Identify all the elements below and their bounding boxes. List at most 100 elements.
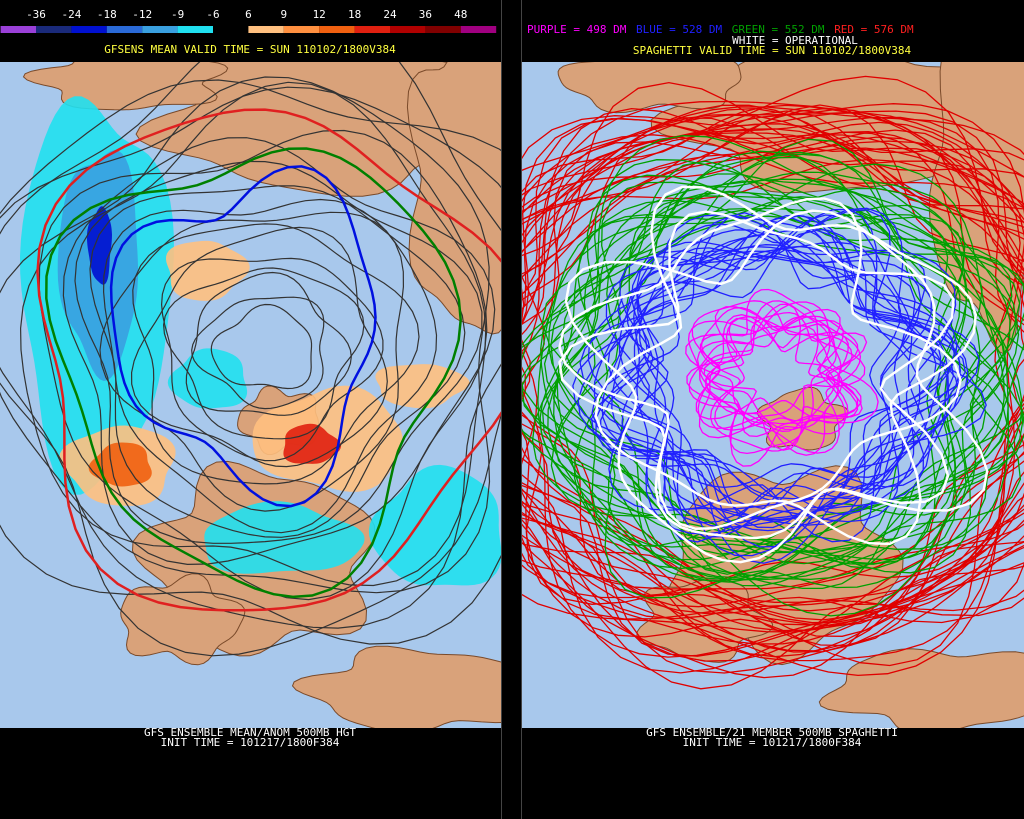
- member-contour: [638, 233, 969, 535]
- color-swatch: [177, 26, 213, 33]
- member-contour: [600, 209, 955, 529]
- colorbar-label: -12: [132, 8, 152, 21]
- height-contour: [74, 160, 483, 544]
- right-map: [522, 62, 1024, 728]
- member-contour: [522, 191, 1024, 581]
- member-contour: [636, 214, 931, 524]
- member-contour: [695, 307, 841, 422]
- member-contour: [699, 300, 847, 435]
- height-contour: [130, 226, 388, 468]
- member-contour: [696, 316, 862, 454]
- member-contour: [522, 134, 1024, 662]
- land: [406, 62, 501, 335]
- member-contour: [522, 107, 1024, 677]
- anomaly: [166, 240, 250, 301]
- member-contour: [522, 116, 1024, 620]
- legend-entry: GREEN = 552 DM: [732, 23, 825, 36]
- colorbar-label: -6: [206, 8, 219, 21]
- color-swatch: [390, 26, 426, 33]
- member-contour: [688, 303, 843, 467]
- member-contour: [593, 212, 916, 543]
- land: [291, 645, 501, 728]
- color-swatch: [36, 26, 72, 33]
- color-swatch: [0, 26, 37, 33]
- colorbar-label: -24: [61, 8, 81, 21]
- member-contour: [522, 104, 1024, 658]
- member-contour: [577, 215, 961, 557]
- height-contour: [0, 62, 501, 645]
- right-footer: GFS ENSEMBLE/21 MEMBER 500MB SPAGHETTI: [646, 726, 898, 739]
- member-contour: [595, 229, 932, 503]
- anomaly: [88, 442, 152, 487]
- color-swatch: [248, 26, 284, 33]
- left-map: [0, 62, 501, 728]
- member-contour: [522, 112, 1024, 614]
- colorbar-label: 36: [419, 8, 432, 21]
- color-swatch: [354, 26, 390, 33]
- member-contour: [558, 197, 962, 531]
- right-footer: INIT TIME = 101217/1800F384: [683, 736, 862, 749]
- legend-entry: PURPLE = 498 DM: [527, 23, 627, 36]
- height-contour: [191, 296, 325, 410]
- color-swatch: [283, 26, 320, 33]
- left-header: GFSENS MEAN VALID TIME = SUN 110102/1800…: [104, 43, 396, 56]
- height-contour: [38, 129, 488, 601]
- member-contour: [522, 117, 1024, 624]
- member-contour: [633, 208, 921, 538]
- color-swatch: [213, 26, 249, 33]
- right-header: SPAGHETTI VALID TIME = SUN 110102/1800V3…: [633, 44, 912, 57]
- member-contour: [698, 314, 849, 456]
- colorbar-label: 6: [245, 8, 252, 21]
- member-contour: [626, 244, 958, 510]
- color-swatch: [319, 26, 355, 33]
- operational-label: WHITE = OPERATIONAL: [732, 34, 858, 47]
- member-contour: [522, 110, 1024, 662]
- member-contour: [619, 245, 904, 489]
- member-contour: [611, 217, 942, 548]
- height-contour: [89, 185, 466, 538]
- member-contour: [522, 159, 1017, 565]
- color-swatch: [71, 26, 107, 33]
- member-contour: [522, 107, 1024, 667]
- colorbar-label: -18: [97, 8, 117, 21]
- member-contour: [685, 288, 866, 432]
- contour-528: [109, 165, 377, 508]
- height-contour: [185, 271, 352, 416]
- colorbar-label: 12: [313, 8, 326, 21]
- color-swatch: [106, 26, 143, 33]
- contour-576: [36, 108, 501, 612]
- member-contour: [539, 199, 1024, 582]
- member-contour: [522, 107, 1024, 657]
- colorbar-label: 24: [383, 8, 397, 21]
- member-contour: [522, 81, 1024, 690]
- member-contour: [704, 306, 859, 424]
- member-contour: [537, 163, 1005, 617]
- colorbar-label: 48: [454, 8, 467, 21]
- colorbar-label: 9: [280, 8, 287, 21]
- height-contour: [0, 86, 501, 629]
- member-contour: [556, 150, 1010, 570]
- height-contour: [62, 137, 496, 566]
- colorbar-label: -36: [26, 8, 46, 21]
- legend-entry: BLUE = 528 DM: [636, 23, 722, 36]
- member-contour: [564, 209, 989, 564]
- anomaly: [368, 464, 501, 586]
- color-swatch: [460, 26, 497, 33]
- land: [818, 648, 1024, 728]
- member-contour: [522, 158, 1024, 653]
- left-footer: GFS ENSEMBLE MEAN/ANOM 500MB HGT: [144, 726, 356, 739]
- colorbar-label: -9: [171, 8, 184, 21]
- member-contour: [541, 171, 1024, 590]
- member-contour: [558, 210, 955, 540]
- member-contour: [522, 75, 1024, 674]
- anomaly: [167, 348, 248, 409]
- legend-entry: RED = 576 DM: [834, 23, 914, 36]
- legend: PURPLE = 498 DM BLUE = 528 DM GREEN = 552 …: [527, 23, 914, 36]
- member-contour: [522, 195, 1022, 581]
- contour-552: [45, 147, 462, 599]
- height-contour: [99, 211, 405, 512]
- colorbar-label: 18: [348, 8, 361, 21]
- colorbar: -36 -24 -18 -12 -9 -6 6 9 12 18 24 36 48: [0, 8, 497, 33]
- height-contour: [132, 223, 420, 485]
